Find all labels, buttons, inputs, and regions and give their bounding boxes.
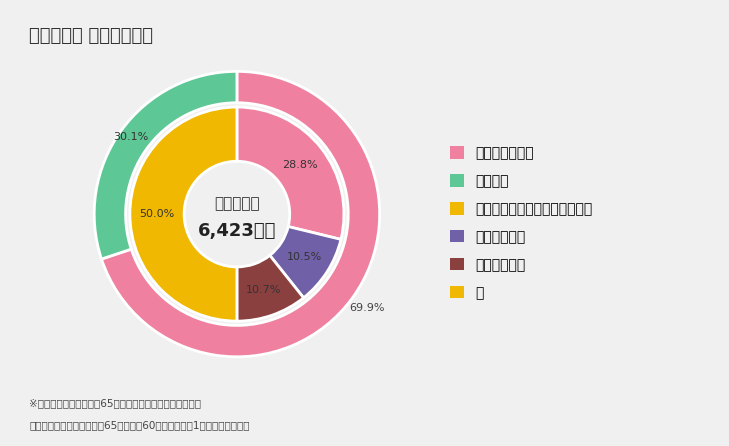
Text: 50.0%: 50.0% — [139, 209, 175, 219]
Text: 6,423世帯: 6,423世帯 — [198, 222, 276, 240]
Text: ２０２０年 能登町の世帯: ２０２０年 能登町の世帯 — [29, 27, 153, 45]
Text: 「高齢夫婦世帯」とは夫65歳以上妻60歳以上の夫婦1組のみの一般世帯: 「高齢夫婦世帯」とは夫65歳以上妻60歳以上の夫婦1組のみの一般世帯 — [29, 420, 249, 430]
Wedge shape — [130, 107, 237, 321]
Text: 30.1%: 30.1% — [113, 132, 148, 142]
Text: 28.8%: 28.8% — [282, 160, 318, 169]
Wedge shape — [237, 107, 344, 240]
Text: 10.5%: 10.5% — [286, 252, 322, 262]
Wedge shape — [101, 71, 380, 357]
Wedge shape — [94, 71, 237, 259]
Text: 一般世帯数: 一般世帯数 — [214, 197, 260, 211]
Legend: 二人以上の世帯, 単身世帯, 高齢単身・高齢夫婦以外の世帯, 高齢単身世帯, 高齢夫婦世帯, 計: 二人以上の世帯, 単身世帯, 高齢単身・高齢夫婦以外の世帯, 高齢単身世帯, 高… — [445, 141, 598, 305]
Wedge shape — [237, 256, 303, 321]
Wedge shape — [270, 227, 341, 298]
Text: 69.9%: 69.9% — [348, 303, 384, 313]
Text: 10.7%: 10.7% — [246, 285, 281, 294]
Text: ※「高齢単身世帯」とは65歳以上の人一人のみの一般世帯: ※「高齢単身世帯」とは65歳以上の人一人のみの一般世帯 — [29, 398, 201, 408]
